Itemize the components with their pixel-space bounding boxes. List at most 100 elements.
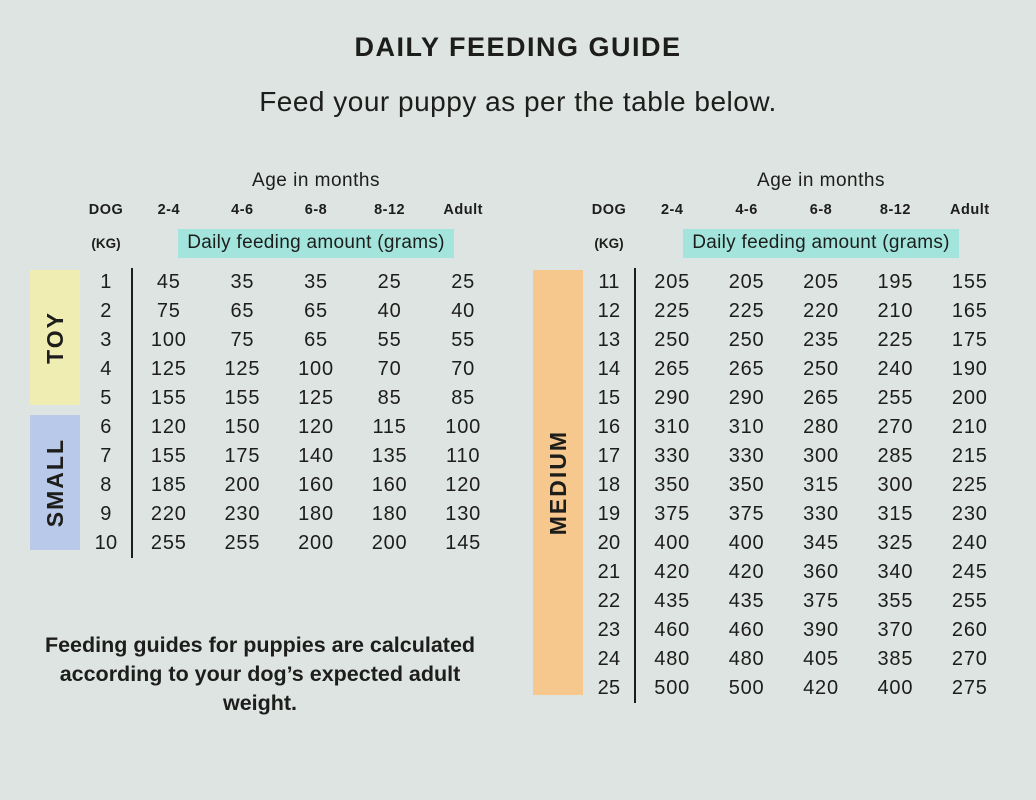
dog-weight-kg: 21 [597, 561, 621, 583]
age-col-6-8: 6-8 [304, 202, 328, 218]
feeding-amount-grams: 375 [728, 503, 765, 525]
feeding-amount-grams: 150 [224, 416, 261, 438]
age-col-2-4: 2-4 [660, 202, 684, 218]
feeding-amount-grams: 275 [951, 677, 988, 699]
feeding-amount-grams: 240 [877, 358, 914, 380]
age-col-4-6: 4-6 [735, 202, 758, 218]
age-col-adult: Adult [443, 202, 483, 218]
feeding-table-row: 24 480 480 405 385 270 [583, 645, 1007, 674]
feeding-table-row: 3 100 75 65 55 55 [80, 326, 500, 355]
feeding-amount-grams: 140 [298, 445, 334, 467]
feeding-amount-grams: 85 [377, 387, 402, 409]
feeding-amount-grams: 255 [877, 387, 914, 409]
feeding-table-row: 22 435 435 375 355 255 [583, 587, 1007, 616]
feeding-amount-grams: 195 [877, 271, 914, 293]
feeding-amount-grams: 125 [150, 358, 187, 380]
feeding-amount-grams: 420 [654, 561, 691, 583]
feeding-amount-grams: 255 [224, 532, 261, 554]
feeding-table-row: 10 255 255 200 200 145 [80, 529, 500, 558]
feeding-amount-grams: 225 [951, 474, 988, 496]
feeding-table-row: 23 460 460 390 370 260 [583, 616, 1007, 645]
feeding-table-row: 21 420 420 360 340 245 [583, 558, 1007, 587]
feeding-table-row: 11 205 205 205 195 155 [583, 268, 1007, 297]
feeding-amount-grams: 330 [803, 503, 839, 525]
dog-weight-kg: 24 [597, 648, 621, 670]
dog-weight-kg: 15 [597, 387, 621, 409]
feeding-amount-grams: 200 [298, 532, 334, 554]
feeding-table-row: 8 185 200 160 160 120 [80, 471, 500, 500]
feeding-amount-grams: 100 [150, 329, 187, 351]
feeding-amount-grams: 25 [377, 271, 402, 293]
feeding-table-row: 13 250 250 235 225 175 [583, 326, 1007, 355]
feeding-amount-grams: 375 [654, 503, 691, 525]
dog-weight-kg: 4 [100, 358, 112, 380]
feeding-amount-grams: 75 [230, 329, 255, 351]
feeding-amount-grams: 250 [728, 329, 765, 351]
feeding-amount-grams: 480 [728, 648, 765, 670]
feeding-amount-grams: 35 [230, 271, 255, 293]
age-col-adult: Adult [950, 202, 990, 218]
feeding-amount-grams: 75 [156, 300, 181, 322]
dog-weight-kg: 17 [597, 445, 621, 467]
feeding-amount-grams: 175 [224, 445, 261, 467]
feeding-amount-grams: 155 [951, 271, 988, 293]
dog-weight-kg: 3 [100, 329, 112, 351]
kg-column-divider [634, 268, 636, 703]
feeding-table-row: 7 155 175 140 135 110 [80, 442, 500, 471]
age-col-8-12: 8-12 [879, 202, 911, 218]
age-col-8-12: 8-12 [374, 202, 406, 218]
feeding-amount-grams: 435 [654, 590, 691, 612]
feeding-amount-grams: 500 [654, 677, 691, 699]
feeding-amount-grams: 100 [445, 416, 482, 438]
feeding-table-row: 16 310 310 280 270 210 [583, 413, 1007, 442]
feeding-amount-grams: 210 [877, 300, 914, 322]
feeding-amount-grams: 385 [877, 648, 914, 670]
feeding-amount-grams: 125 [224, 358, 261, 380]
dog-weight-kg: 25 [597, 677, 621, 699]
feeding-amount-grams: 265 [654, 358, 691, 380]
feeding-amount-grams: 130 [445, 503, 482, 525]
feeding-table-row: 20 400 400 345 325 240 [583, 529, 1007, 558]
feeding-table-row: 5 155 155 125 85 85 [80, 384, 500, 413]
feeding-amount-grams: 310 [654, 416, 691, 438]
feeding-amount-grams: 310 [728, 416, 765, 438]
feeding-amount-grams: 230 [224, 503, 261, 525]
feeding-table-row: 6 120 150 120 115 100 [80, 413, 500, 442]
feeding-amount-grams: 165 [951, 300, 988, 322]
size-category-block: MEDIUM [533, 270, 583, 695]
feeding-amount-grams: 400 [654, 532, 691, 554]
feeding-table-row: 15 290 290 265 255 200 [583, 384, 1007, 413]
feeding-amount-grams: 340 [877, 561, 914, 583]
feeding-amount-grams: 330 [728, 445, 765, 467]
age-col-4-6: 4-6 [231, 202, 254, 218]
size-category-label: TOY [41, 311, 68, 364]
feeding-table-row: 4 125 125 100 70 70 [80, 355, 500, 384]
feeding-amount-grams: 250 [654, 329, 691, 351]
dog-weight-kg: 18 [597, 474, 621, 496]
dog-weight-kg: 7 [100, 445, 112, 467]
daily-feeding-amount-label: Daily feeding amount (grams) [683, 228, 959, 258]
dog-column-header: DOG [591, 202, 627, 218]
feeding-amount-grams: 225 [877, 329, 914, 351]
feeding-amount-grams: 135 [371, 445, 408, 467]
feeding-amount-grams: 120 [150, 416, 187, 438]
amount-label-wrap: Daily feeding amount (grams) [635, 228, 1007, 258]
feeding-amount-grams: 65 [304, 329, 328, 351]
feeding-amount-grams: 375 [803, 590, 839, 612]
dog-weight-kg: 8 [100, 474, 112, 496]
size-category-label: MEDIUM [544, 429, 571, 536]
feeding-amount-grams: 190 [951, 358, 988, 380]
feeding-amount-grams: 40 [377, 300, 402, 322]
feeding-amount-grams: 185 [150, 474, 187, 496]
feeding-table-row: 1 45 35 35 25 25 [80, 268, 500, 297]
dog-weight-kg: 23 [597, 619, 621, 641]
page-subtitle: Feed your puppy as per the table below. [259, 86, 777, 117]
dog-weight-kg: 14 [597, 358, 621, 380]
feeding-amount-grams: 290 [728, 387, 765, 409]
column-headers: DOG 2-4 4-6 6-8 8-12 Adult [80, 202, 500, 222]
feeding-amount-grams: 220 [803, 300, 839, 322]
feeding-amount-grams: 70 [451, 358, 476, 380]
feeding-amount-grams: 85 [451, 387, 476, 409]
feeding-amount-grams: 400 [877, 677, 914, 699]
